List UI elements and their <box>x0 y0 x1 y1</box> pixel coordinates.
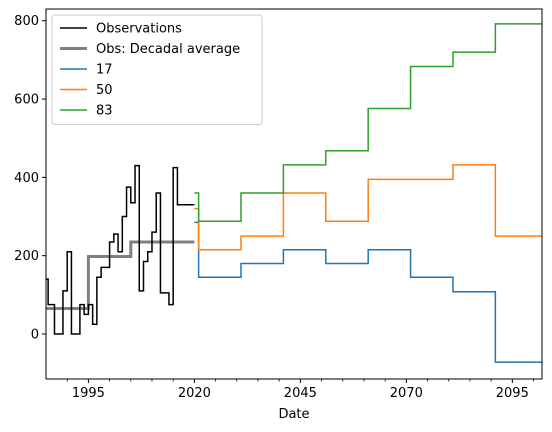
x-tick-label: 2095 <box>496 386 529 401</box>
chart-legend: Observations Obs: Decadal average 17 50 83 <box>51 14 263 125</box>
y-tick-label: 400 <box>14 171 39 186</box>
x-tick-label: 2020 <box>178 386 211 401</box>
y-tick-label: 200 <box>14 249 39 264</box>
chart-axes: 0 200 400 600 800 1995 2020 2045 2070 2095 Date <box>14 8 543 422</box>
series-line-0 <box>46 164 195 335</box>
series-line-2 <box>194 221 542 363</box>
legend-label-1: Obs: Decadal average <box>96 42 240 57</box>
series-line-3 <box>194 164 542 251</box>
legend-label-4: 83 <box>96 104 113 119</box>
x-tick-label: 2045 <box>284 386 317 401</box>
y-tick-label: 600 <box>14 93 39 108</box>
y-tick-label: 0 <box>31 327 39 342</box>
legend-label-3: 50 <box>96 83 113 98</box>
y-tick-label: 800 <box>14 14 39 29</box>
legend-box <box>51 14 263 125</box>
x-axis-label: Date <box>278 407 309 422</box>
x-tick-label: 1995 <box>72 386 105 401</box>
plot-frame <box>45 8 543 380</box>
legend-label-2: 17 <box>96 63 113 78</box>
x-tick-label: 2070 <box>390 386 423 401</box>
legend-label-0: Observations <box>96 22 182 37</box>
series-line-4 <box>194 23 542 222</box>
chart-marks <box>46 23 542 363</box>
